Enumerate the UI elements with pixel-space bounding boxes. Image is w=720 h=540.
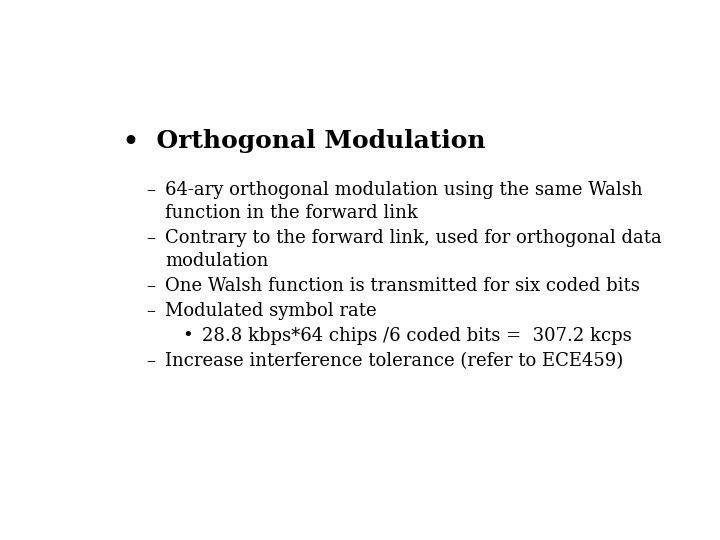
Text: –: – <box>145 302 155 320</box>
Text: modulation: modulation <box>166 252 269 270</box>
Text: Modulated symbol rate: Modulated symbol rate <box>166 302 377 320</box>
Text: •  Orthogonal Modulation: • Orthogonal Modulation <box>124 129 486 153</box>
Text: Increase interference tolerance (refer to ECE459): Increase interference tolerance (refer t… <box>166 352 624 370</box>
Text: –: – <box>145 277 155 295</box>
Text: –: – <box>145 181 155 199</box>
Text: Contrary to the forward link, used for orthogonal data: Contrary to the forward link, used for o… <box>166 229 662 247</box>
Text: –: – <box>145 352 155 370</box>
Text: •: • <box>182 327 193 345</box>
Text: One Walsh function is transmitted for six coded bits: One Walsh function is transmitted for si… <box>166 277 640 295</box>
Text: function in the forward link: function in the forward link <box>166 204 418 222</box>
Text: 64-ary orthogonal modulation using the same Walsh: 64-ary orthogonal modulation using the s… <box>166 181 643 199</box>
Text: 28.8 kbps*64 chips /6 coded bits =  307.2 kcps: 28.8 kbps*64 chips /6 coded bits = 307.2… <box>202 327 631 345</box>
Text: –: – <box>145 229 155 247</box>
